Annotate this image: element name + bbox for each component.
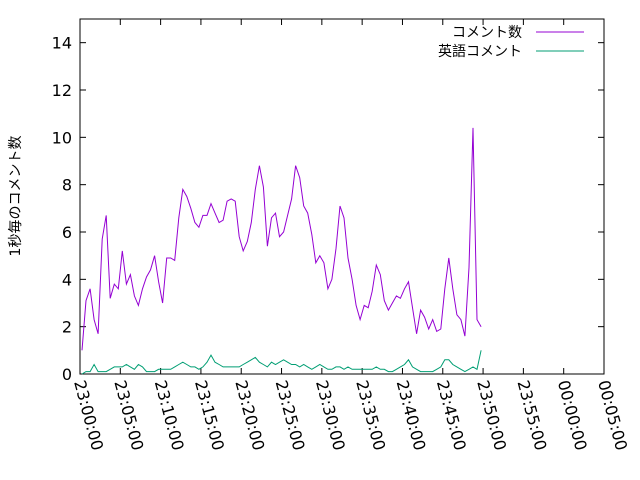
- series-line-2: [81, 350, 482, 375]
- legend-label-1: コメント数: [452, 25, 522, 41]
- x-tick-label: 23:40:00: [393, 378, 430, 452]
- x-tick-label: 23:10:00: [151, 378, 188, 452]
- y-tick-label: 12: [52, 81, 72, 100]
- plot-frame: [79, 18, 605, 375]
- x-tick-label: 23:20:00: [231, 378, 268, 452]
- legend-label-2: 英語コメント: [438, 43, 522, 60]
- y-axis-label: 1秒毎のコメント数: [8, 136, 24, 257]
- series-lines: [81, 127, 482, 375]
- x-tick-label: 00:05:00: [594, 378, 631, 452]
- series-line-1: [81, 127, 482, 351]
- x-tick-label: 23:50:00: [473, 378, 510, 452]
- axis-ticks: 0 2 4 6 8 10 12 14 23:00:00 23:05:00 23:10:00 23:15…: [52, 19, 631, 452]
- y-tick-label: 0: [62, 365, 72, 384]
- x-tick-label: 23:30:00: [312, 378, 349, 452]
- x-tick-label: 23:25:00: [272, 378, 309, 452]
- y-tick-label: 8: [62, 176, 72, 195]
- y-tick-label: 10: [52, 128, 72, 147]
- x-tick-label: 23:55:00: [514, 378, 551, 452]
- y-tick-label: 14: [52, 34, 72, 53]
- y-tick-label: 2: [62, 318, 72, 337]
- y-tick-label: 4: [62, 270, 72, 289]
- y-tick-label: 6: [62, 223, 72, 242]
- x-tick-label: 23:05:00: [110, 378, 147, 452]
- x-tick-label: 23:45:00: [433, 378, 470, 452]
- x-tick-label: 23:15:00: [191, 378, 228, 452]
- x-tick-label: 00:00:00: [554, 378, 591, 452]
- x-tick-label: 23:00:00: [70, 378, 107, 452]
- x-tick-label: 23:35:00: [352, 378, 389, 452]
